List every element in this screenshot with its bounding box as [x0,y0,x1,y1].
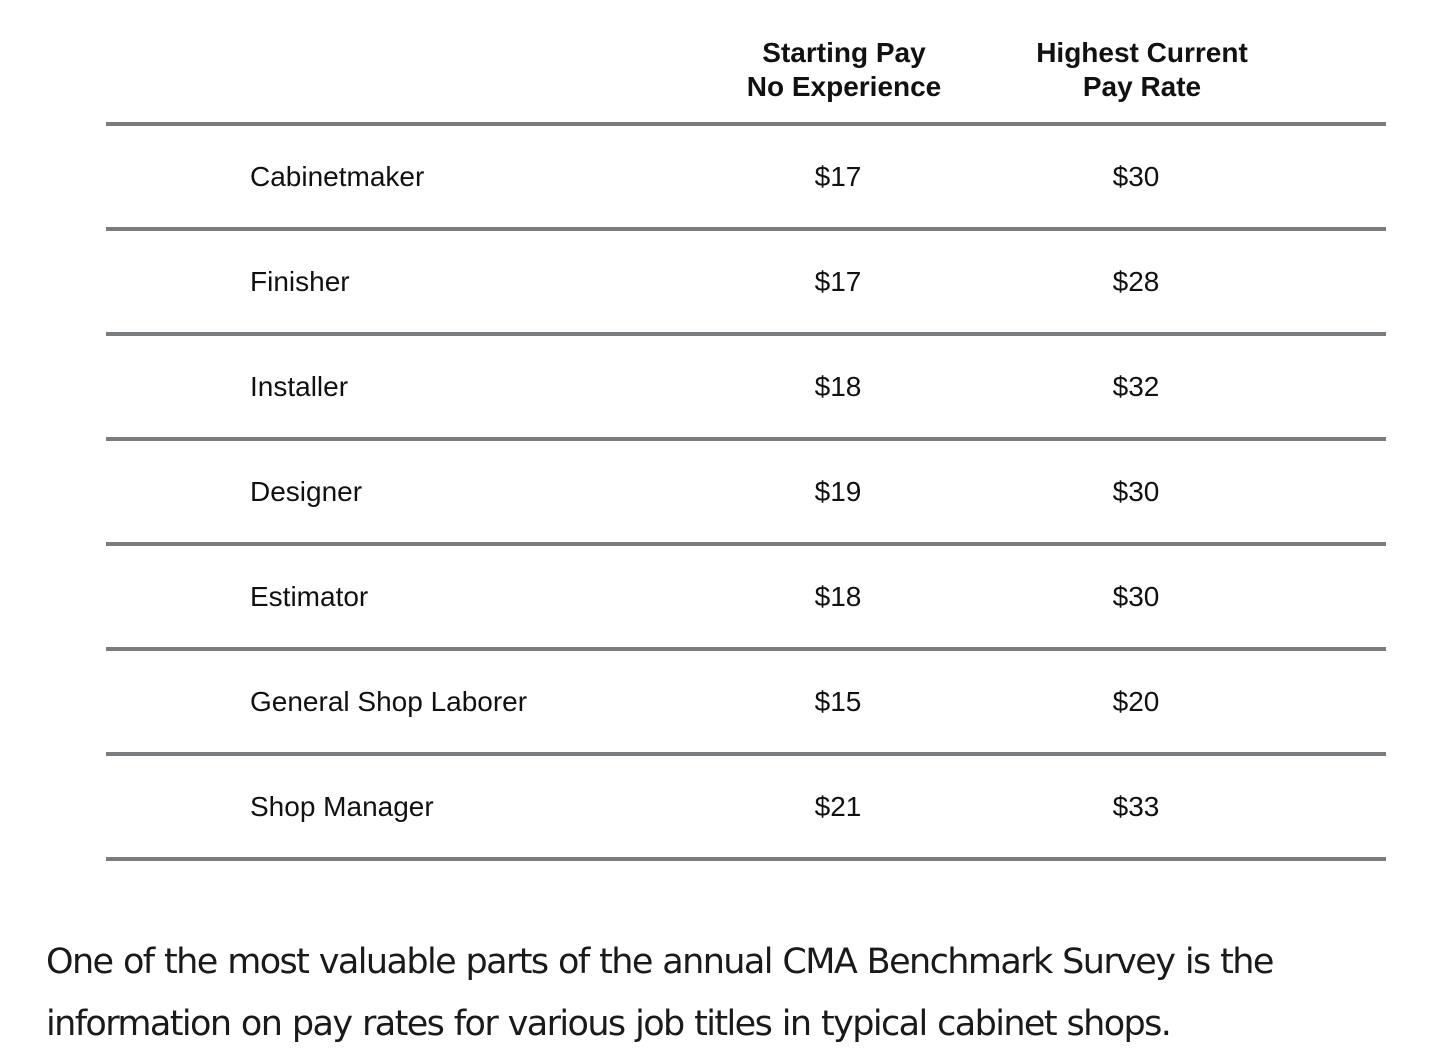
table-divider [106,122,1386,126]
starting-pay-cell: $21 [814,791,862,822]
table-row: Estimator $18 $30 [106,546,1386,647]
starting-pay-header-line2: No Experience [746,71,942,102]
table-row: Designer $19 $30 [106,441,1386,542]
table-row: Finisher $17 $28 [106,231,1386,332]
starting-pay-cell: $17 [814,266,862,297]
job-title-cell: Designer [250,476,363,507]
job-title-cell: Estimator [250,581,369,612]
highest-pay-header-line2: Pay Rate [1082,71,1202,102]
table-divider [106,332,1386,336]
table-divider [106,227,1386,231]
highest-pay-cell: $20 [1112,686,1160,717]
table-divider [106,752,1386,756]
table-divider [106,542,1386,546]
highest-pay-cell: $33 [1112,791,1160,822]
table-divider [106,857,1386,861]
starting-pay-header: Starting Pay No Experience [694,36,994,104]
highest-pay-header: Highest Current Pay Rate [992,36,1292,104]
starting-pay-cell: $18 [814,581,862,612]
table-row: Installer $18 $32 [106,336,1386,437]
job-title-cell: General Shop Laborer [250,686,528,717]
job-title-cell: Finisher [250,266,350,297]
highest-pay-cell: $30 [1112,161,1160,192]
caption-text: One of the most valuable parts of the an… [46,942,1274,1044]
table-row: General Shop Laborer $15 $20 [106,651,1386,752]
highest-pay-cell: $32 [1112,371,1160,402]
starting-pay-cell: $17 [814,161,862,192]
highest-pay-cell: $30 [1112,581,1160,612]
highest-pay-header-line1: Highest Current [1036,37,1248,68]
table-row: Cabinetmaker $17 $30 [106,126,1386,227]
starting-pay-cell: $19 [814,476,862,507]
table-row: Shop Manager $21 $33 [106,756,1386,857]
pay-rate-table: Starting Pay No Experience Highest Curre… [106,0,1386,861]
highest-pay-cell: $30 [1112,476,1160,507]
table-header: Starting Pay No Experience Highest Curre… [106,0,1386,122]
highest-pay-cell: $28 [1112,266,1160,297]
job-title-cell: Installer [250,371,349,402]
table-divider [106,437,1386,441]
table-divider [106,647,1386,651]
starting-pay-header-line1: Starting Pay [762,37,926,68]
starting-pay-cell: $15 [814,686,862,717]
starting-pay-cell: $18 [814,371,862,402]
job-title-cell: Cabinetmaker [250,161,425,192]
job-title-cell: Shop Manager [250,791,434,822]
